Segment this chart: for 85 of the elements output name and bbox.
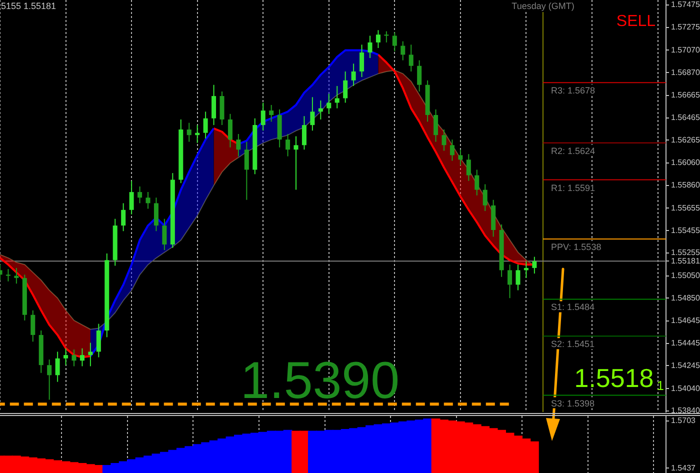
- candlestick: [14, 267, 19, 284]
- y-tick-label: 1.5437: [671, 463, 696, 472]
- ref-line-label: S1: 1.5484: [551, 302, 595, 312]
- candlestick: [236, 133, 241, 157]
- candlestick: [220, 91, 224, 126]
- candlestick: [351, 63, 356, 86]
- y-tick-label: 1.55050: [671, 270, 700, 280]
- y-tick-label: 1.54850: [671, 293, 700, 302]
- y-tick-label: 1.56665: [671, 90, 700, 100]
- y-tick-label: 1.54245: [671, 360, 700, 370]
- candlestick: [6, 268, 10, 282]
- candlestick: [260, 102, 266, 132]
- candlestick: [343, 70, 348, 104]
- candlestick: [88, 342, 93, 367]
- candlestick: [532, 256, 537, 274]
- y-tick-label: 1.53840: [671, 406, 700, 416]
- y-tick-label: 1.57475: [671, 0, 700, 10]
- candlestick: [474, 169, 480, 196]
- candlestick: [162, 218, 167, 251]
- annotation: SELL: [616, 13, 656, 30]
- ref-line-label: PPV: 1.5538: [551, 242, 602, 252]
- candlestick: [516, 264, 520, 291]
- y-tick-label: 1.55255: [671, 248, 700, 258]
- candlestick: [417, 60, 422, 92]
- ref-line-label: R3: 1.5678: [551, 86, 596, 96]
- y-tick-label: 1.57070: [671, 45, 700, 54]
- candlestick: [138, 186, 142, 204]
- candlestick: [442, 129, 446, 152]
- ref-line-label: R2: 1.5624: [551, 146, 596, 156]
- annotation: Tuesday (GMT): [512, 1, 574, 11]
- ref-line-label: S3: 1.5398: [551, 398, 595, 408]
- candlestick: [450, 139, 454, 162]
- candlestick: [360, 44, 364, 78]
- candlestick: [384, 30, 389, 43]
- candlestick: [368, 35, 372, 59]
- ref-line-label: S2: 1.5451: [551, 339, 595, 350]
- candlestick: [466, 154, 471, 182]
- y-tick-label: 1.55455: [671, 226, 700, 235]
- y-tick-label: 1.54040: [671, 384, 700, 393]
- candlestick: [434, 108, 438, 142]
- candlestick: [524, 260, 528, 279]
- candlestick: [203, 111, 208, 139]
- ref-line-label: R1: 1.5591: [551, 182, 596, 193]
- y-tick-label: 1.55860: [671, 180, 700, 190]
- candlestick: [30, 310, 36, 342]
- candlestick: [228, 113, 232, 148]
- y-tick-label: 1.56265: [671, 135, 700, 144]
- candlestick: [129, 180, 134, 215]
- y-tick-label: 1.54445: [671, 338, 700, 348]
- y-tick-label: 1.55181: [671, 256, 700, 266]
- y-tick-label: 1.56465: [671, 112, 700, 122]
- candlestick: [408, 44, 414, 72]
- candlestick: [244, 141, 249, 200]
- candlestick: [72, 348, 76, 367]
- candlestick: [146, 192, 150, 210]
- candlestick: [326, 93, 332, 114]
- candlestick: [195, 124, 200, 144]
- y-tick-label: 1.5703: [671, 416, 696, 426]
- y-tick-label: 1.55655: [671, 203, 700, 212]
- candlestick: [286, 133, 290, 157]
- y-tick-label: 1.54645: [671, 316, 700, 326]
- candlestick: [400, 40, 406, 61]
- candlestick: [64, 348, 68, 366]
- y-tick-label: 1.56870: [671, 68, 700, 77]
- candlestick: [310, 96, 315, 132]
- candlestick: [458, 149, 463, 166]
- annotation: 5155 1.55181: [1, 1, 56, 11]
- candlestick: [212, 84, 216, 126]
- y-tick-label: 1.57275: [671, 22, 700, 32]
- candlestick: [269, 104, 274, 122]
- candlestick: [186, 122, 192, 142]
- candlestick: [47, 359, 52, 400]
- candlestick: [392, 32, 397, 52]
- candlestick: [55, 351, 60, 382]
- candlestick: [482, 184, 488, 212]
- candlestick: [508, 264, 512, 299]
- y-tick-label: 1.56060: [671, 158, 700, 168]
- candlestick: [376, 30, 380, 49]
- candlestick: [302, 116, 306, 150]
- annotation: 1.5390: [240, 352, 400, 410]
- candlestick: [121, 202, 126, 232]
- candlestick: [80, 348, 84, 367]
- candlestick: [96, 323, 101, 358]
- candlestick: [154, 197, 158, 232]
- candlestick: [294, 136, 298, 190]
